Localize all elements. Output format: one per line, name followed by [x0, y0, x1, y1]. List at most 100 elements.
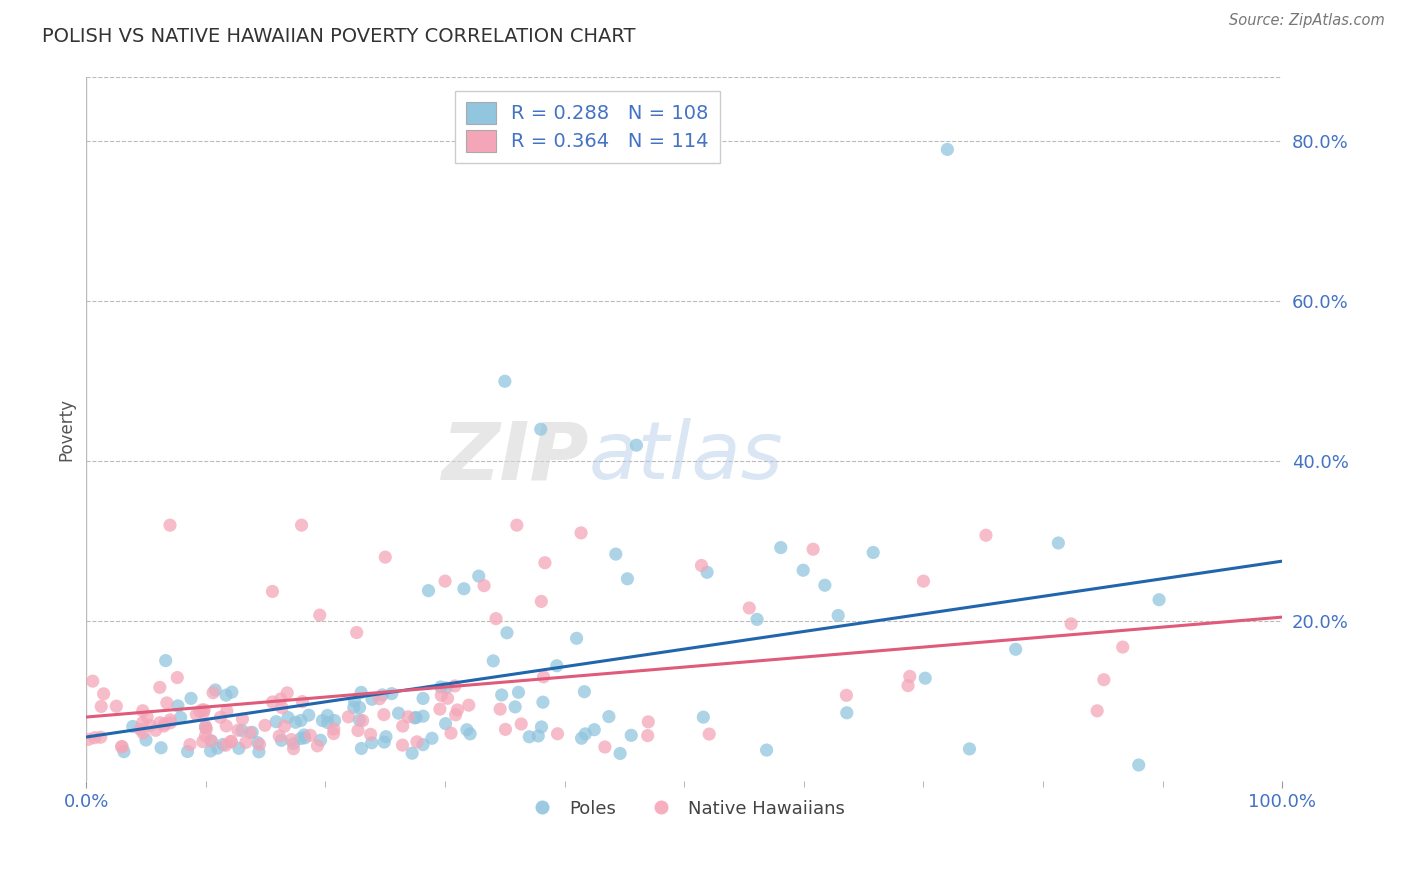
Point	[609, 747, 631, 761]
Point	[194, 719, 217, 733]
Point	[391, 719, 413, 733]
Point	[1092, 673, 1115, 687]
Point	[374, 550, 396, 565]
Point	[131, 715, 153, 730]
Point	[446, 703, 468, 717]
Point	[262, 584, 284, 599]
Point	[193, 706, 215, 720]
Point	[264, 714, 287, 729]
Point	[291, 695, 314, 709]
Point	[368, 691, 391, 706]
Point	[323, 714, 346, 728]
Point	[827, 608, 849, 623]
Point	[176, 745, 198, 759]
Point	[506, 518, 529, 533]
Point	[616, 572, 638, 586]
Point	[195, 722, 218, 736]
Point	[270, 692, 292, 706]
Point	[343, 694, 366, 708]
Point	[214, 738, 236, 752]
Point	[270, 733, 292, 747]
Point	[139, 718, 162, 732]
Point	[200, 734, 222, 748]
Point	[132, 726, 155, 740]
Point	[280, 732, 302, 747]
Point	[159, 713, 181, 727]
Point	[738, 601, 761, 615]
Point	[434, 574, 457, 588]
Point	[322, 722, 344, 736]
Point	[458, 727, 481, 741]
Point	[1112, 640, 1135, 654]
Point	[292, 728, 315, 742]
Point	[436, 691, 458, 706]
Point	[194, 729, 217, 743]
Point	[167, 698, 190, 713]
Point	[129, 723, 152, 737]
Point	[191, 734, 214, 748]
Point	[371, 688, 394, 702]
Point	[792, 563, 814, 577]
Point	[494, 374, 516, 388]
Point	[215, 704, 238, 718]
Point	[404, 711, 426, 725]
Point	[145, 723, 167, 738]
Point	[814, 578, 837, 592]
Point	[166, 671, 188, 685]
Point	[290, 731, 312, 746]
Point	[530, 720, 553, 734]
Point	[396, 710, 419, 724]
Point	[239, 725, 262, 739]
Point	[311, 714, 333, 728]
Point	[253, 718, 276, 732]
Point	[283, 741, 305, 756]
Point	[510, 717, 533, 731]
Point	[149, 715, 172, 730]
Point	[132, 704, 155, 718]
Point	[1128, 758, 1150, 772]
Point	[620, 728, 643, 742]
Point	[290, 714, 312, 728]
Point	[574, 684, 596, 698]
Point	[155, 654, 177, 668]
Point	[121, 719, 143, 733]
Point	[337, 710, 360, 724]
Point	[375, 730, 398, 744]
Point	[420, 731, 443, 746]
Point	[569, 525, 592, 540]
Point	[212, 738, 235, 752]
Point	[387, 706, 409, 721]
Point	[202, 686, 225, 700]
Point	[412, 738, 434, 752]
Point	[246, 736, 269, 750]
Point	[914, 671, 936, 685]
Point	[207, 741, 229, 756]
Point	[343, 700, 366, 714]
Point	[346, 625, 368, 640]
Point	[153, 716, 176, 731]
Point	[307, 739, 329, 753]
Point	[156, 696, 179, 710]
Point	[105, 699, 128, 714]
Point	[349, 700, 371, 714]
Point	[974, 528, 997, 542]
Point	[696, 566, 718, 580]
Point	[530, 594, 553, 608]
Point	[571, 731, 593, 746]
Point	[373, 707, 395, 722]
Point	[755, 743, 778, 757]
Point	[283, 737, 305, 751]
Text: atlas: atlas	[589, 418, 783, 496]
Point	[503, 699, 526, 714]
Y-axis label: Poverty: Poverty	[58, 398, 75, 460]
Point	[360, 727, 382, 741]
Point	[215, 719, 238, 733]
Point	[412, 691, 434, 706]
Point	[534, 556, 557, 570]
Point	[136, 710, 159, 724]
Point	[430, 689, 453, 703]
Point	[769, 541, 792, 555]
Point	[690, 558, 713, 573]
Point	[215, 688, 238, 702]
Point	[801, 542, 824, 557]
